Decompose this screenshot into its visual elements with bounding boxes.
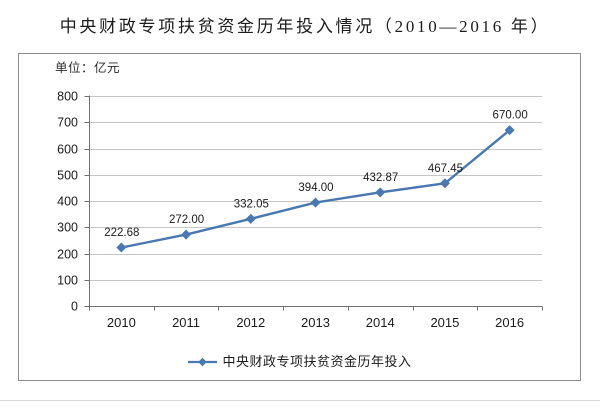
y-tick-label: 200 [57, 248, 78, 262]
data-label: 432.87 [363, 172, 398, 184]
x-tick-label: 2016 [495, 315, 524, 330]
y-tick-label: 500 [57, 169, 78, 183]
x-tick-label: 2015 [430, 315, 459, 330]
data-label: 394.00 [298, 182, 333, 194]
data-point-marker [245, 213, 256, 224]
x-tick-label: 2012 [236, 315, 265, 330]
unit-label: 单位：亿元 [55, 61, 121, 75]
data-label: 332.05 [234, 198, 269, 210]
chart-frame [18, 53, 581, 381]
y-tick-label: 0 [71, 300, 78, 314]
y-tick-label: 100 [57, 274, 78, 288]
x-tick-label: 2013 [301, 315, 330, 330]
y-tick-label: 700 [57, 116, 78, 130]
data-label: 272.00 [169, 214, 204, 226]
y-tick-label: 400 [57, 195, 78, 209]
x-tick-label: 2011 [172, 315, 200, 330]
data-point-marker [310, 197, 321, 208]
chart-title: 中央财政专项扶贫资金历年投入情况（2010—2016 年） [59, 17, 551, 36]
data-point-marker [116, 242, 127, 253]
chart-legend: 中央财政专项扶贫资金历年投入 [0, 355, 600, 369]
data-point-marker [504, 125, 515, 136]
bottom-divider [0, 400, 600, 401]
x-tick-label: 2014 [366, 315, 395, 330]
y-tick-label: 300 [57, 221, 78, 235]
data-label: 467.45 [428, 163, 463, 175]
y-tick-label: 800 [57, 90, 78, 104]
data-label: 670.00 [493, 110, 528, 122]
data-point-marker [375, 187, 386, 198]
data-label: 222.68 [104, 227, 139, 239]
x-tick-label: 2010 [107, 315, 136, 330]
data-point-marker [181, 229, 192, 240]
y-tick-label: 600 [57, 143, 78, 157]
legend-line-diamond-icon [188, 357, 218, 367]
legend-label: 中央财政专项扶贫资金历年投入 [222, 354, 412, 369]
data-point-marker [439, 178, 450, 189]
